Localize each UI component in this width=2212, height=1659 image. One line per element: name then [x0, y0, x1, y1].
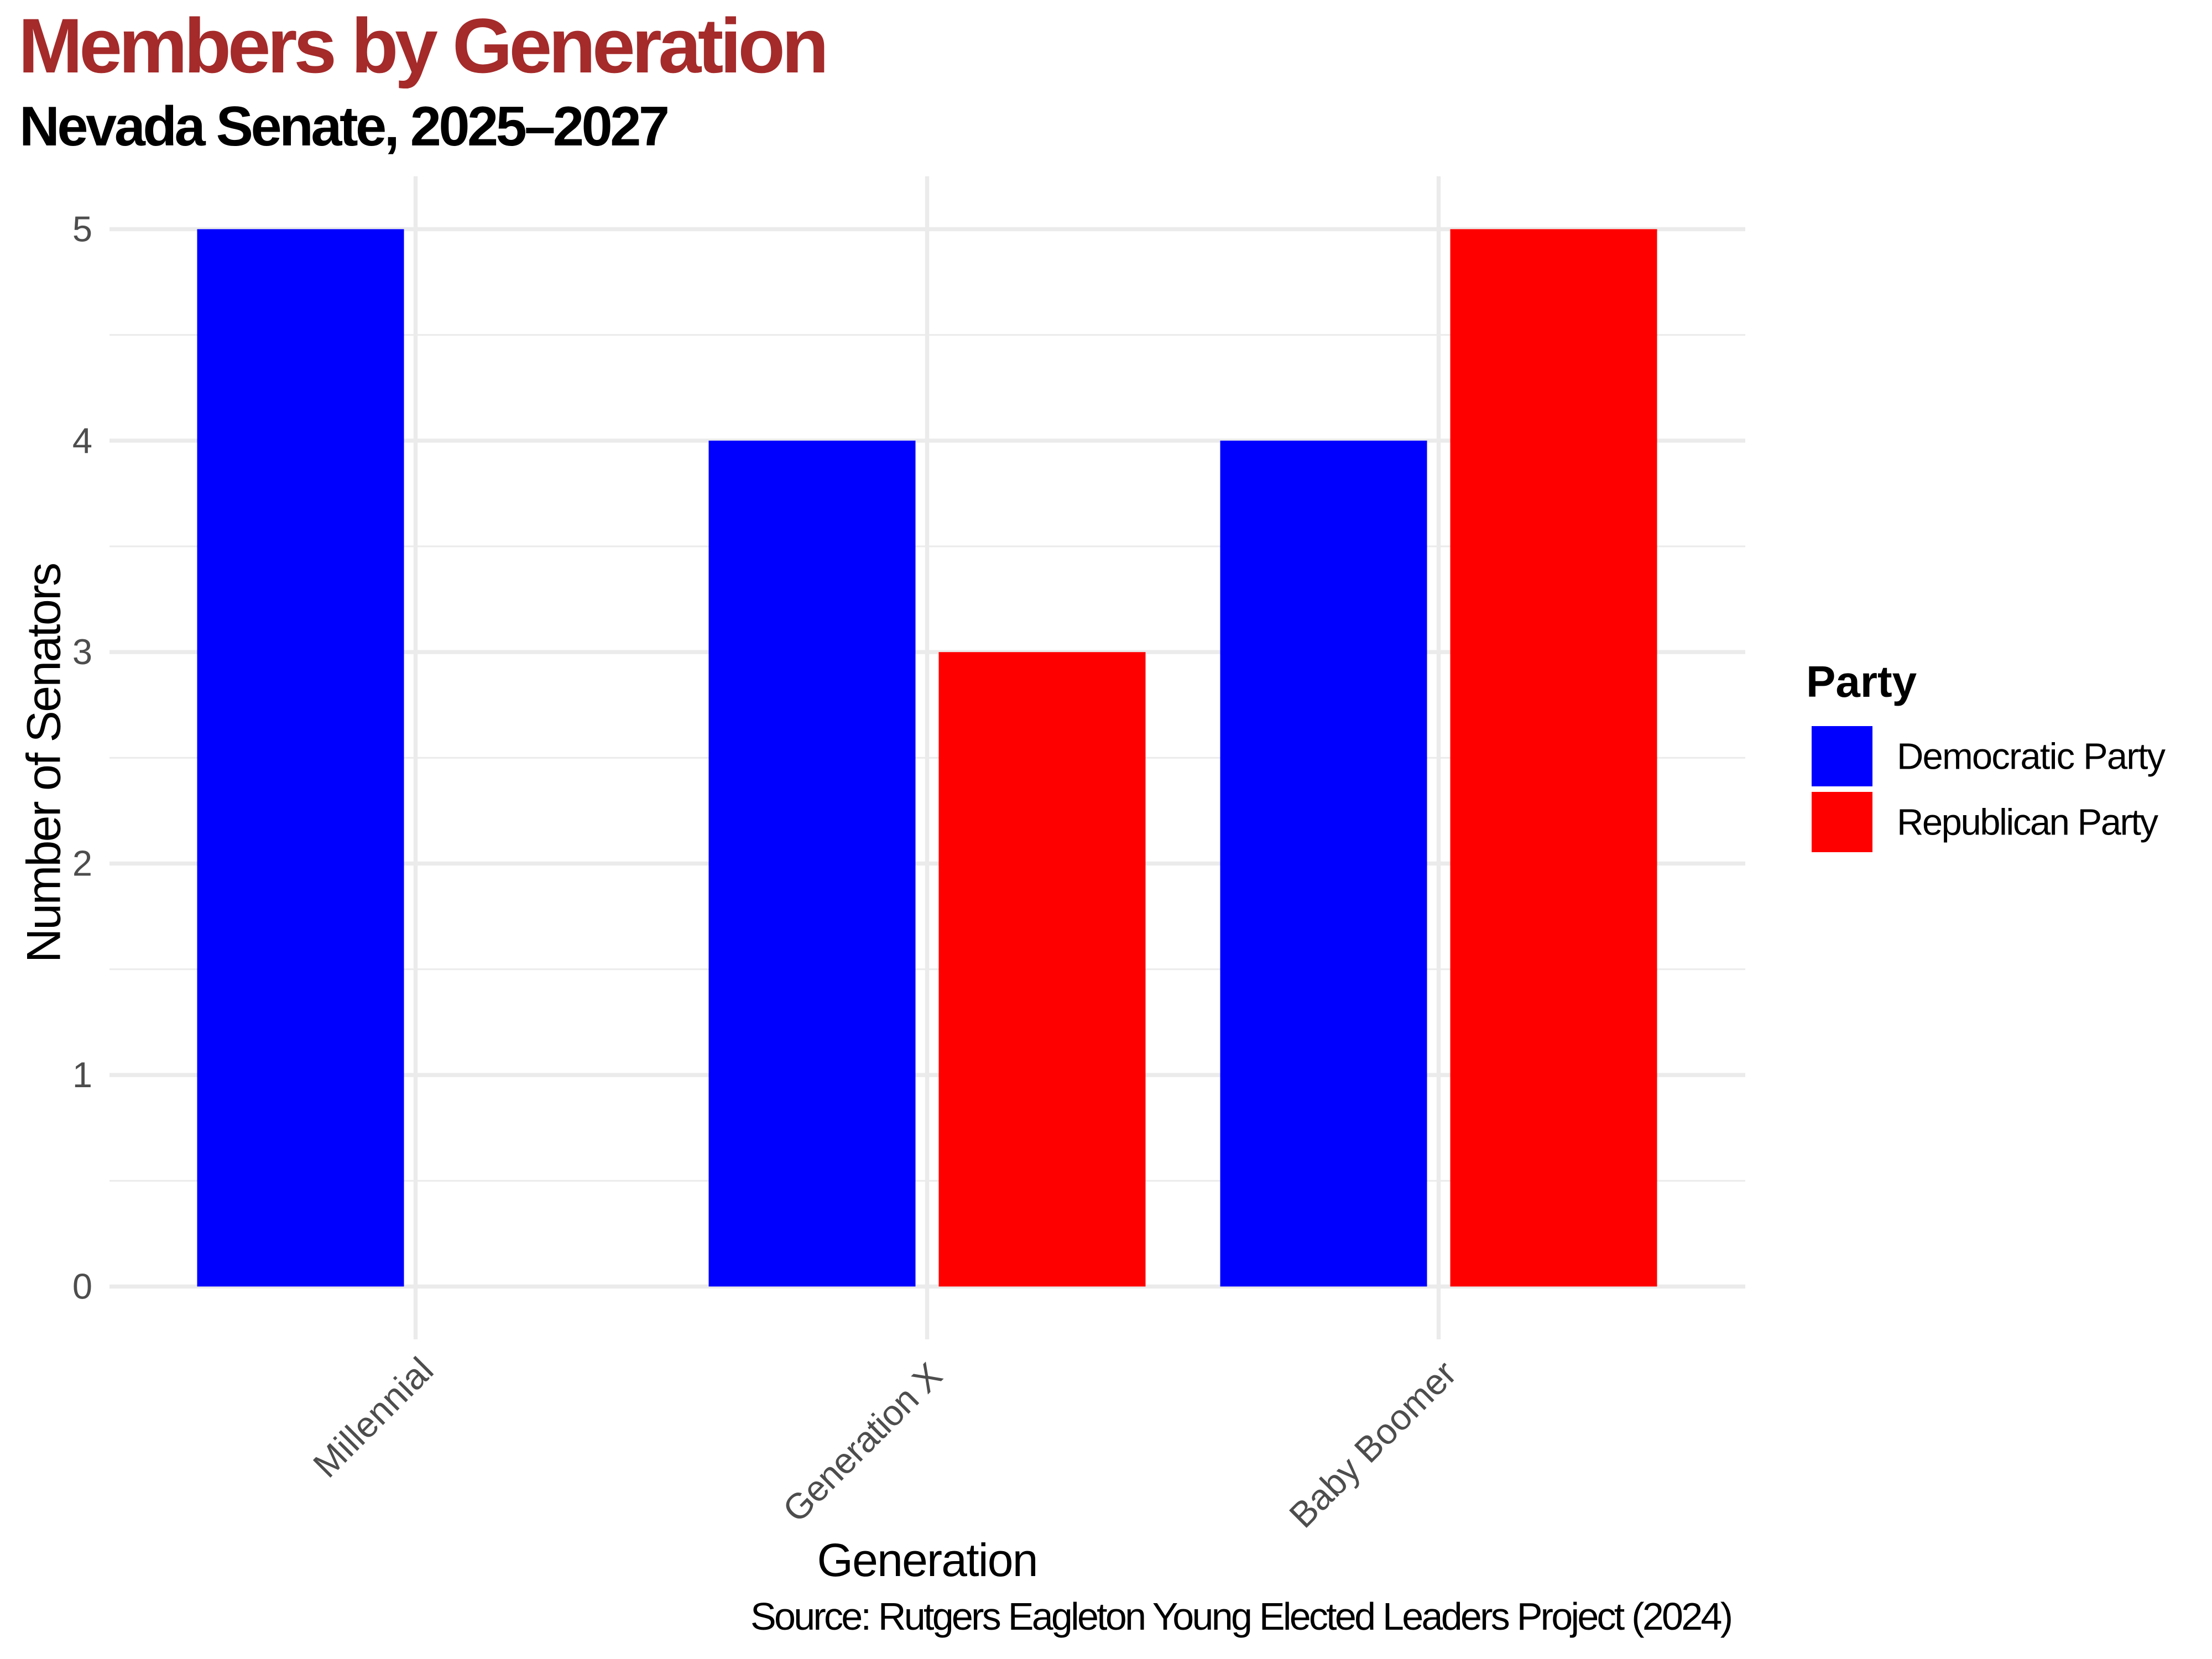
svg-text:Members by Generation: Members by Generation	[18, 2, 829, 89]
svg-text:Generation: Generation	[817, 1534, 1039, 1586]
svg-text:Number of Senators: Number of Senators	[18, 562, 71, 963]
svg-text:Party: Party	[1806, 657, 1917, 706]
svg-text:5: 5	[72, 208, 92, 249]
svg-text:Republican Party: Republican Party	[1897, 802, 2159, 843]
svg-text:4: 4	[72, 420, 92, 461]
svg-text:1: 1	[72, 1055, 92, 1095]
svg-text:Source: Rutgers Eagleton Young: Source: Rutgers Eagleton Young Elected L…	[750, 1595, 1733, 1638]
svg-text:0: 0	[72, 1266, 92, 1306]
svg-text:2: 2	[72, 843, 92, 884]
svg-text:Democratic Party: Democratic Party	[1897, 736, 2166, 778]
svg-text:3: 3	[72, 632, 92, 672]
svg-text:Nevada Senate, 2025–2027: Nevada Senate, 2025–2027	[19, 96, 670, 158]
